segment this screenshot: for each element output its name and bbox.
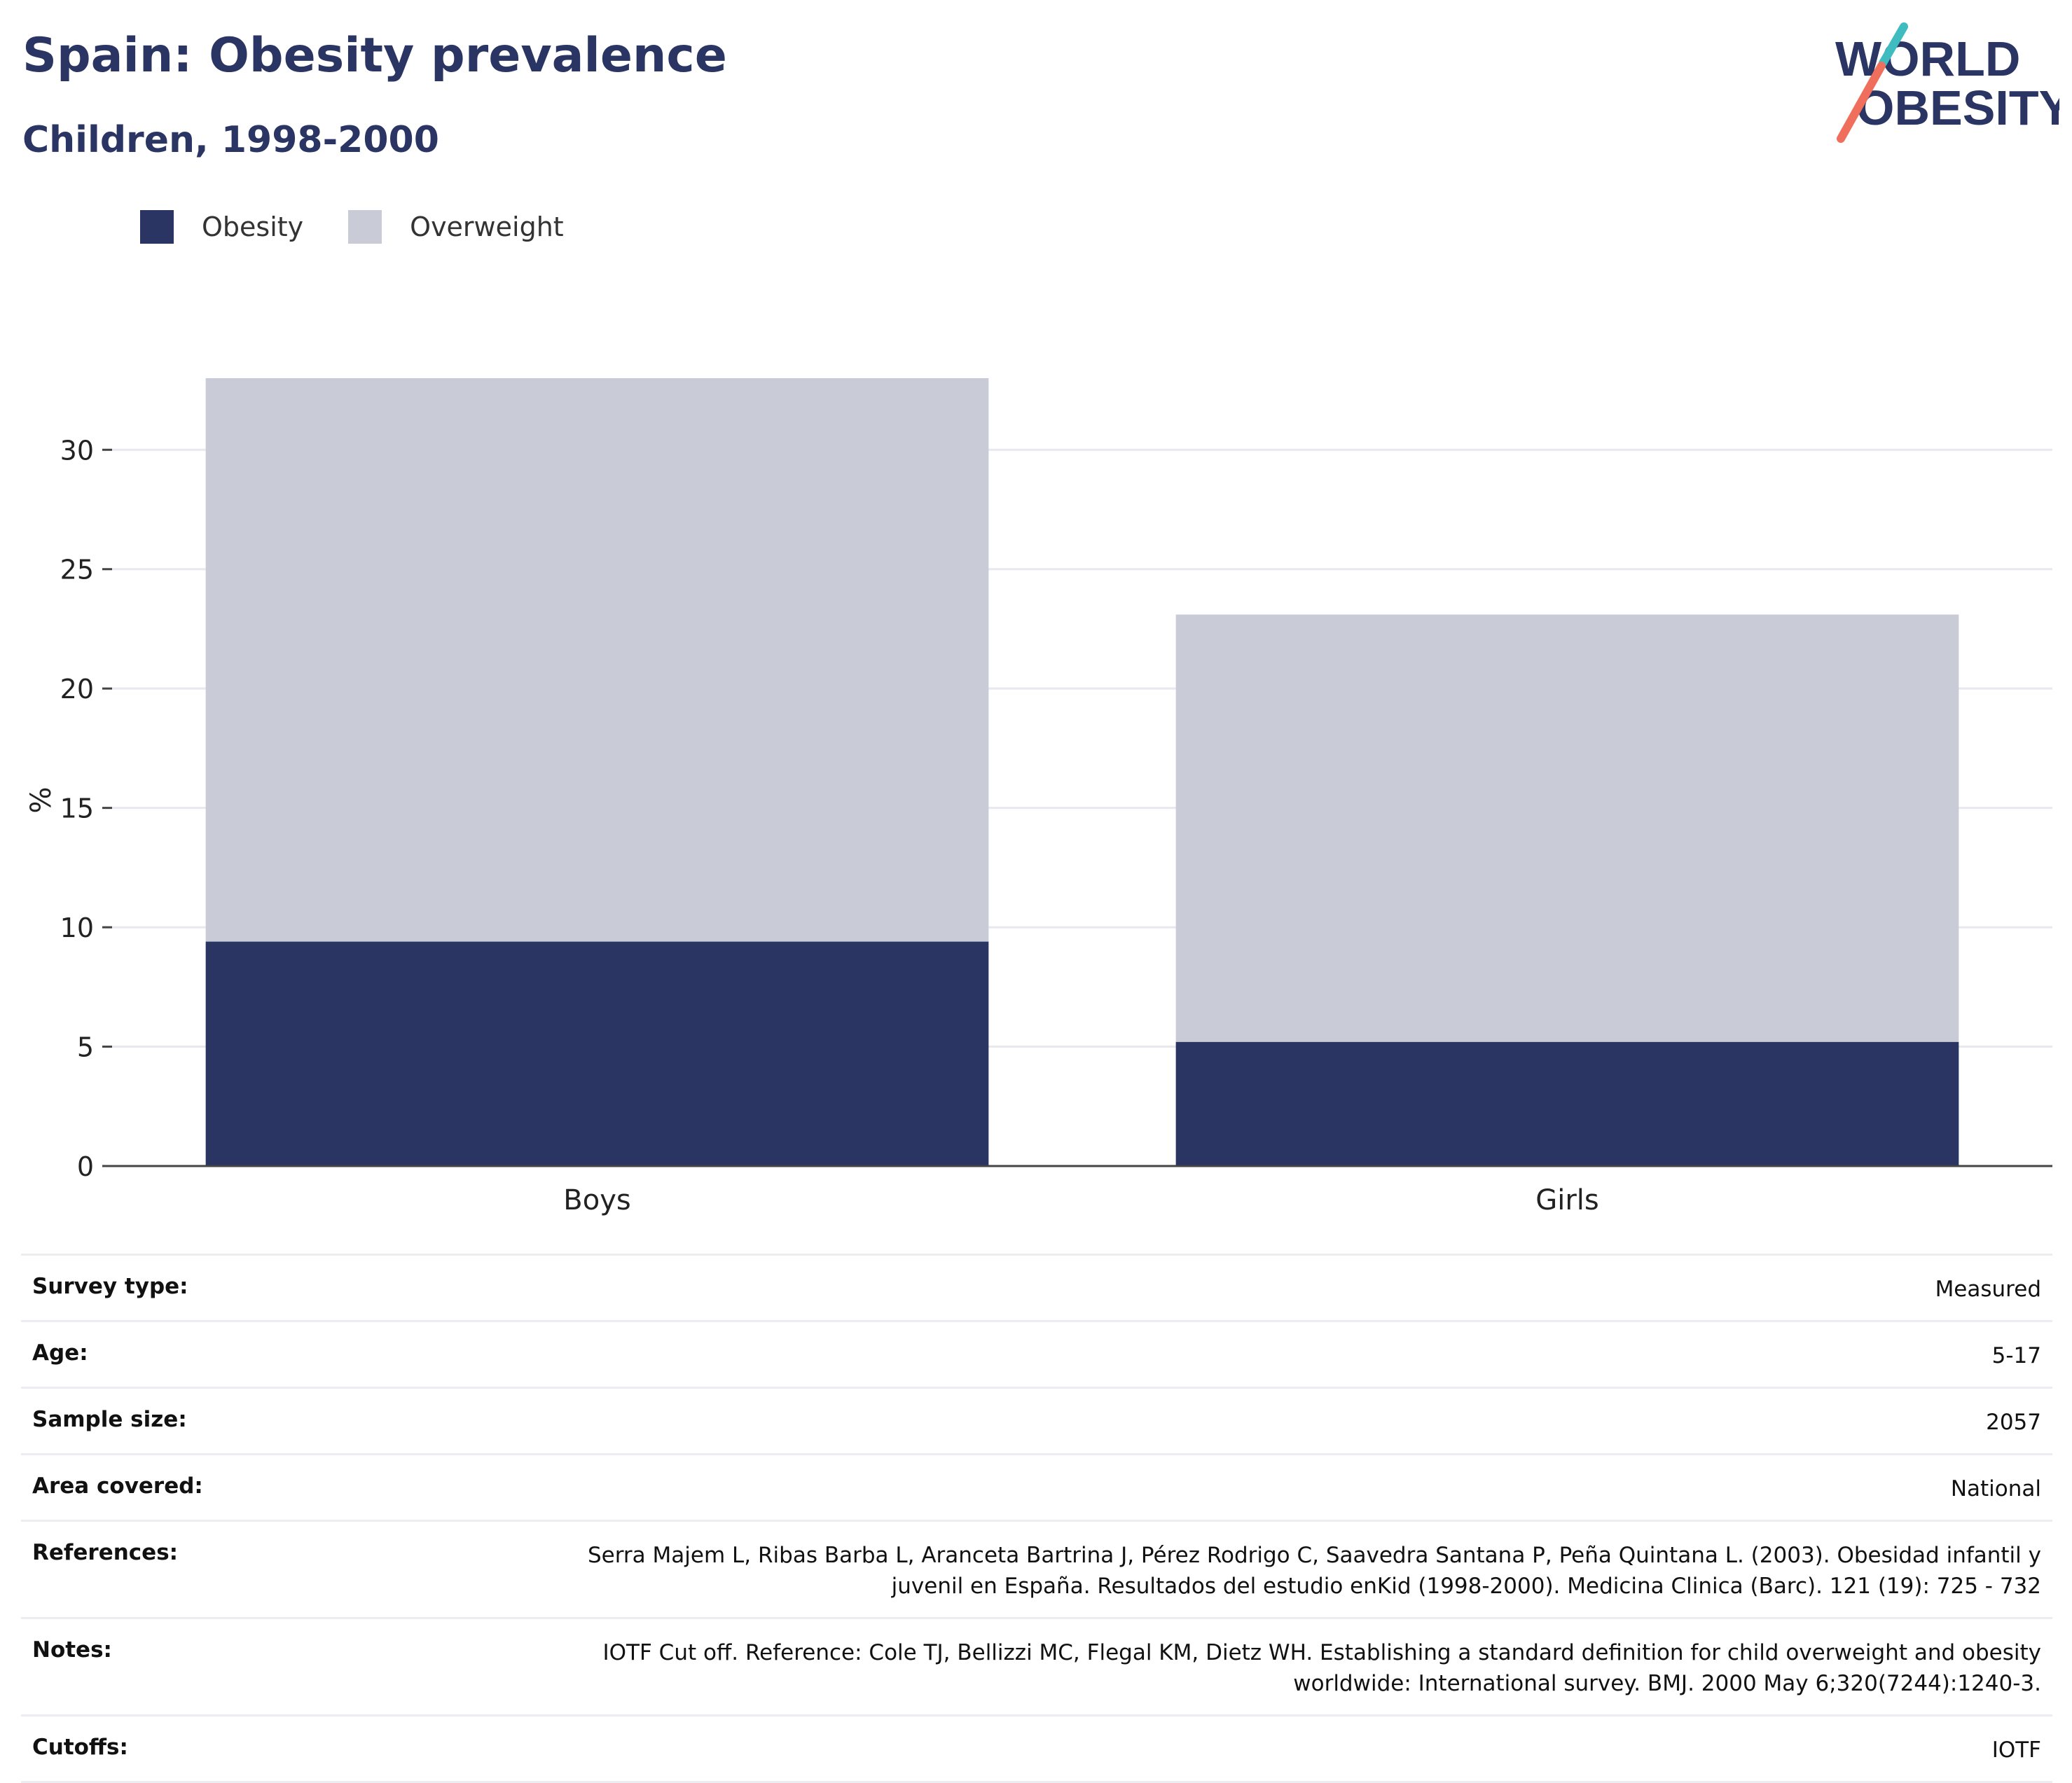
logo-coral-slash [1837, 62, 1886, 143]
world-obesity-logo: WORLD OBESITY [1821, 20, 2059, 153]
logo-line2: OBESITY [1856, 81, 2059, 135]
y-tick-label: 30 [60, 435, 94, 466]
meta-value: Measured [1935, 1277, 2041, 1302]
logo-teal-slash [1879, 22, 1908, 67]
bar-overweight-boys [205, 378, 989, 942]
meta-label: Cutoffs: [32, 1735, 128, 1760]
meta-label: Survey type: [32, 1274, 188, 1299]
y-tick-label: 20 [60, 674, 94, 705]
chart-title: Spain: Obesity prevalence [22, 28, 727, 83]
meta-value: 2057 [1986, 1410, 2041, 1435]
meta-row-notes: Notes: IOTF Cut off. Reference: Cole TJ,… [21, 1617, 2052, 1714]
legend-item-obesity[interactable]: Obesity [140, 210, 303, 244]
legend-label-obesity: Obesity [202, 211, 304, 242]
y-tick-label: 15 [60, 793, 94, 824]
meta-value: 5-17 [1991, 1343, 2041, 1368]
bar-obesity-boys [205, 941, 989, 1166]
survey-details-table: Survey type: Measured Age: 5-17 Sample s… [21, 1254, 2052, 1783]
y-tick-label: 25 [60, 555, 94, 585]
legend-swatch-overweight [348, 210, 382, 244]
meta-row-survey-type: Survey type: Measured [21, 1254, 2052, 1320]
meta-row-cutoffs: Cutoffs: IOTF [21, 1714, 2052, 1783]
legend-label-overweight: Overweight [410, 211, 564, 242]
chart-subtitle: Children, 1998-2000 [22, 119, 439, 161]
bar-overweight-girls [1175, 614, 1959, 1042]
stacked-bar-chart: 0 5 10 15 20 25 30% Boys Girls [25, 378, 2052, 1216]
y-tick-label: 0 [77, 1151, 94, 1182]
meta-row-sample-size: Sample size: 2057 [21, 1387, 2052, 1453]
legend-item-overweight[interactable]: Overweight [348, 210, 564, 244]
logo-line1: WORLD [1835, 32, 2020, 86]
meta-label: References: [32, 1540, 179, 1565]
y-tick-label: 10 [60, 913, 94, 943]
meta-value: Serra Majem L, Ribas Barba L, Aranceta B… [587, 1543, 2041, 1599]
meta-label: Sample size: [32, 1407, 187, 1432]
legend-swatch-obesity [140, 210, 174, 244]
y-tick-label: 5 [77, 1032, 94, 1063]
chart-legend: Obesity Overweight [140, 210, 609, 244]
x-tick-label: Girls [1535, 1184, 1599, 1216]
meta-value: National [1950, 1476, 2041, 1501]
meta-row-references: References: Serra Majem L, Ribas Barba L… [21, 1520, 2052, 1617]
meta-row-area-covered: Area covered: National [21, 1453, 2052, 1520]
y-axis-label: % [25, 786, 57, 813]
meta-value: IOTF Cut off. Reference: Cole TJ, Belliz… [602, 1640, 2041, 1696]
meta-row-age: Age: 5-17 [21, 1320, 2052, 1387]
meta-value: IOTF [1991, 1737, 2041, 1763]
meta-label: Age: [32, 1340, 88, 1366]
meta-label: Notes: [32, 1637, 112, 1663]
x-tick-label: Boys [563, 1184, 630, 1216]
meta-label: Area covered: [32, 1473, 203, 1499]
bar-obesity-girls [1175, 1041, 1959, 1166]
